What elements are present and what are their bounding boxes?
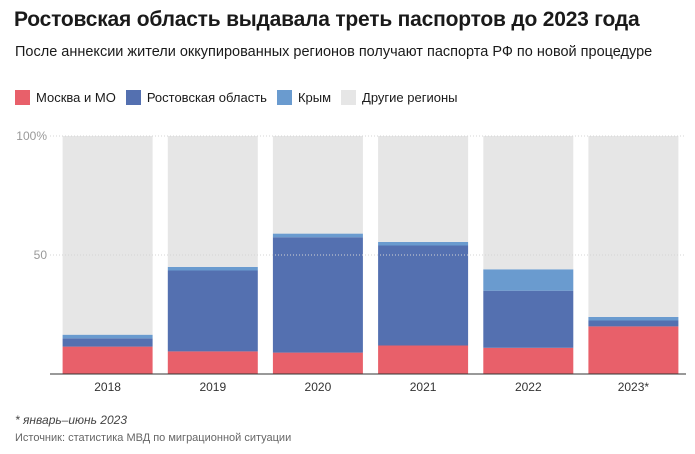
bar-segment-2021-s0 bbox=[378, 345, 469, 374]
bar-segment-2019-s3 bbox=[167, 136, 258, 267]
legend-swatch-other bbox=[341, 90, 357, 105]
x-tick-label: 2022 bbox=[515, 380, 542, 394]
bar-segment-2018-s2 bbox=[62, 334, 153, 339]
bar-segment-2018-s3 bbox=[62, 136, 153, 335]
bar-segment-2023-s3 bbox=[588, 136, 679, 317]
source-note: Источник: статистика МВД по миграционной… bbox=[15, 432, 292, 444]
legend-swatch-moscow bbox=[15, 90, 30, 105]
x-tick-label: 2023* bbox=[618, 380, 650, 394]
bar-segment-2019-s0 bbox=[167, 351, 258, 374]
x-tick-label: 2018 bbox=[94, 380, 121, 394]
bar-segment-2020-s1 bbox=[272, 237, 363, 353]
bar-segment-2019-s2 bbox=[167, 266, 258, 271]
bar-segment-2021-s2 bbox=[378, 241, 469, 246]
y-tick-label: 50 bbox=[34, 248, 48, 262]
legend-item-crimea: Крым bbox=[276, 90, 332, 105]
legend-label-other: Другие регионы bbox=[362, 90, 458, 105]
bar-segment-2019-s1 bbox=[167, 270, 258, 352]
x-tick-label: 2019 bbox=[199, 380, 226, 394]
legend-swatch-rostov bbox=[125, 90, 141, 105]
chart-subtitle: После аннексии жители оккупированных рег… bbox=[15, 44, 653, 60]
bar-segment-2018-s1 bbox=[62, 338, 153, 347]
bar-segment-2022-s1 bbox=[483, 290, 574, 348]
x-tick-label: 2020 bbox=[305, 380, 332, 394]
bar-segment-2021-s3 bbox=[378, 136, 469, 242]
bar-segment-2023-s2 bbox=[588, 316, 679, 321]
legend-item-moscow: Москва и МО bbox=[15, 90, 116, 105]
legend-label-rostov: Ростовская область bbox=[146, 90, 267, 105]
y-tick-label: 100% bbox=[16, 129, 47, 143]
bar-segment-2023-s0 bbox=[588, 326, 679, 374]
stacked-bar-chart: 2018 2019 2020 2021 2022 2023* 50 100% bbox=[16, 129, 686, 394]
bar-segment-2020-s2 bbox=[272, 233, 363, 238]
legend-label-crimea: Крым bbox=[297, 90, 332, 105]
x-tick-label: 2021 bbox=[410, 380, 437, 394]
bar-segment-2022-s2 bbox=[483, 269, 574, 291]
legend-label-moscow: Москва и МО bbox=[36, 90, 116, 105]
bar-segment-2022-s3 bbox=[483, 136, 574, 270]
bar-segment-2022-s0 bbox=[483, 347, 574, 374]
legend: Москва и МО Ростовская область Крым Друг… bbox=[15, 90, 457, 105]
bar-segment-2020-s3 bbox=[272, 136, 363, 234]
legend-item-other: Другие регионы bbox=[341, 90, 457, 105]
footnote: * январь–июнь 2023 bbox=[15, 413, 127, 427]
legend-swatch-crimea bbox=[276, 90, 292, 105]
bar-segment-2018-s0 bbox=[62, 346, 153, 374]
bar-segment-2023-s1 bbox=[588, 320, 679, 327]
legend-item-rostov: Ростовская область bbox=[125, 90, 267, 105]
bar-segment-2020-s0 bbox=[272, 352, 363, 374]
chart-title: Ростовская область выдавала треть паспор… bbox=[14, 8, 640, 31]
bar-segment-2021-s1 bbox=[378, 245, 469, 346]
